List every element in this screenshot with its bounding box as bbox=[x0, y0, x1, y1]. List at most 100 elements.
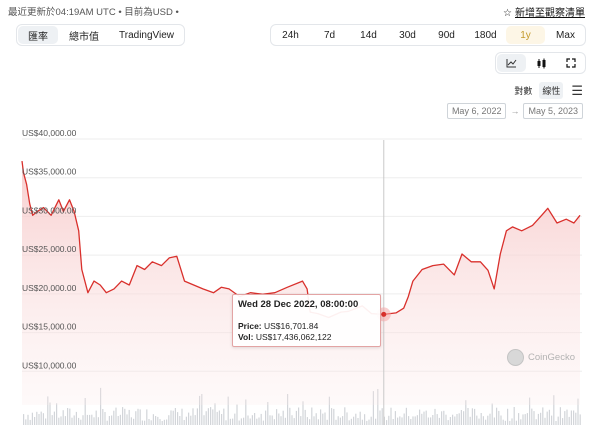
volume-bar bbox=[392, 419, 394, 425]
volume-bar bbox=[458, 413, 460, 425]
volume-bar bbox=[311, 407, 313, 425]
volume-bar bbox=[148, 419, 150, 425]
range-180d[interactable]: 180d bbox=[474, 29, 497, 41]
y-tick-label: US$20,000.00 bbox=[22, 283, 77, 293]
volume-bar bbox=[82, 415, 84, 425]
volume-bar bbox=[524, 414, 526, 425]
volume-bar bbox=[346, 412, 348, 425]
range-7d[interactable]: 7d bbox=[323, 29, 336, 41]
volume-bar bbox=[317, 419, 319, 425]
linear-scale-button[interactable]: 線性 bbox=[539, 82, 564, 99]
volume-bar bbox=[309, 419, 311, 425]
candlestick-icon[interactable] bbox=[527, 53, 556, 73]
volume-bar bbox=[491, 403, 493, 425]
scale-toggle: 對數 線性 ☰ bbox=[511, 82, 583, 99]
volume-bar bbox=[504, 420, 506, 425]
range-30d[interactable]: 30d bbox=[399, 29, 416, 41]
volume-bar bbox=[245, 399, 247, 425]
fullscreen-icon[interactable] bbox=[556, 53, 585, 73]
volume-bar bbox=[397, 417, 399, 425]
volume-bar bbox=[313, 416, 315, 425]
volume-bar bbox=[579, 414, 581, 425]
volume-bar bbox=[53, 411, 55, 425]
volume-bar bbox=[460, 410, 462, 425]
volume-bar bbox=[542, 407, 544, 425]
y-tick-label: US$40,000.00 bbox=[22, 128, 77, 138]
volume-bar bbox=[78, 417, 80, 425]
volume-bar bbox=[139, 409, 141, 425]
volume-bar bbox=[487, 415, 489, 425]
volume-bar bbox=[533, 411, 535, 425]
tab-price[interactable]: 匯率 bbox=[18, 26, 58, 44]
volume-bar bbox=[51, 415, 53, 425]
star-icon: ☆ bbox=[503, 8, 512, 19]
chart-type-toggle bbox=[495, 52, 586, 74]
volume-bar bbox=[282, 410, 284, 425]
tab-tradingview[interactable]: TradingView bbox=[119, 29, 175, 41]
volume-bar bbox=[322, 413, 324, 425]
price-chart[interactable]: US$10,000.00 US$15,000.00 US$20,000.00 US$2… bbox=[0, 128, 597, 425]
y-tick-label: US$10,000.00 bbox=[22, 360, 77, 370]
line-chart-icon[interactable] bbox=[497, 54, 526, 72]
volume-bar bbox=[86, 414, 88, 425]
volume-bar bbox=[350, 418, 352, 425]
volume-bar bbox=[353, 416, 355, 425]
log-scale-button[interactable]: 對數 bbox=[514, 86, 533, 96]
volume-bar bbox=[273, 419, 275, 425]
range-14d[interactable]: 14d bbox=[360, 29, 377, 41]
volume-bar bbox=[133, 418, 135, 425]
volume-bar bbox=[401, 417, 403, 425]
volume-bar bbox=[42, 413, 44, 425]
volume-bar bbox=[410, 419, 412, 425]
volume-bar bbox=[368, 419, 370, 425]
end-date-input[interactable]: May 5, 2023 bbox=[523, 103, 583, 119]
volume-bar bbox=[155, 416, 157, 425]
volume-bar bbox=[441, 411, 443, 425]
date-range: May 6, 2022 → May 5, 2023 bbox=[446, 103, 583, 119]
volume-bar bbox=[304, 409, 306, 425]
volume-bar bbox=[45, 418, 47, 425]
volume-bar bbox=[423, 411, 425, 425]
volume-bar bbox=[577, 398, 579, 425]
coingecko-logo-icon bbox=[507, 349, 524, 366]
volume-bar bbox=[196, 408, 198, 425]
volume-bar bbox=[262, 420, 264, 425]
tab-market-cap[interactable]: 總市值 bbox=[69, 31, 99, 43]
volume-bar bbox=[485, 419, 487, 425]
volume-bar bbox=[152, 414, 154, 425]
volume-bar bbox=[31, 412, 33, 425]
volume-bar bbox=[515, 420, 517, 425]
volume-bar bbox=[478, 418, 480, 425]
volume-bar bbox=[551, 415, 553, 425]
range-max[interactable]: Max bbox=[556, 29, 575, 41]
volume-bar bbox=[254, 413, 256, 425]
volume-bar bbox=[421, 413, 423, 425]
range-1y[interactable]: 1y bbox=[506, 26, 545, 44]
volume-bar bbox=[399, 416, 401, 425]
y-tick-label: US$25,000.00 bbox=[22, 244, 77, 254]
menu-icon[interactable]: ☰ bbox=[571, 82, 583, 98]
volume-bar bbox=[238, 420, 240, 425]
range-90d[interactable]: 90d bbox=[438, 29, 455, 41]
volume-bar bbox=[522, 414, 524, 425]
volume-bar bbox=[553, 395, 555, 425]
volume-bar bbox=[302, 401, 304, 425]
volume-bar bbox=[333, 408, 335, 425]
volume-bar bbox=[269, 415, 271, 425]
volume-bar bbox=[280, 416, 282, 425]
volume-bar bbox=[194, 415, 196, 425]
volume-bar bbox=[300, 416, 302, 425]
y-tick-label: US$15,000.00 bbox=[22, 322, 77, 332]
chart-view-tabs: 匯率 總市值 TradingView bbox=[16, 24, 186, 46]
start-date-input[interactable]: May 6, 2022 bbox=[446, 103, 507, 119]
volume-bar bbox=[214, 403, 216, 425]
y-axis-labels: US$10,000.00 US$15,000.00 US$20,000.00 US$2… bbox=[22, 128, 77, 370]
volume-bar bbox=[95, 410, 97, 425]
tooltip-date: Wed 28 Dec 2022, 08:00:00 bbox=[238, 299, 359, 310]
add-to-watchlist-link[interactable]: ☆ 新增至觀察清單 bbox=[503, 4, 585, 19]
range-24h[interactable]: 24h bbox=[282, 29, 299, 41]
volume-bar bbox=[67, 408, 69, 425]
volume-bar bbox=[500, 415, 502, 425]
volume-bar bbox=[225, 420, 227, 425]
volume-bar bbox=[335, 419, 337, 425]
